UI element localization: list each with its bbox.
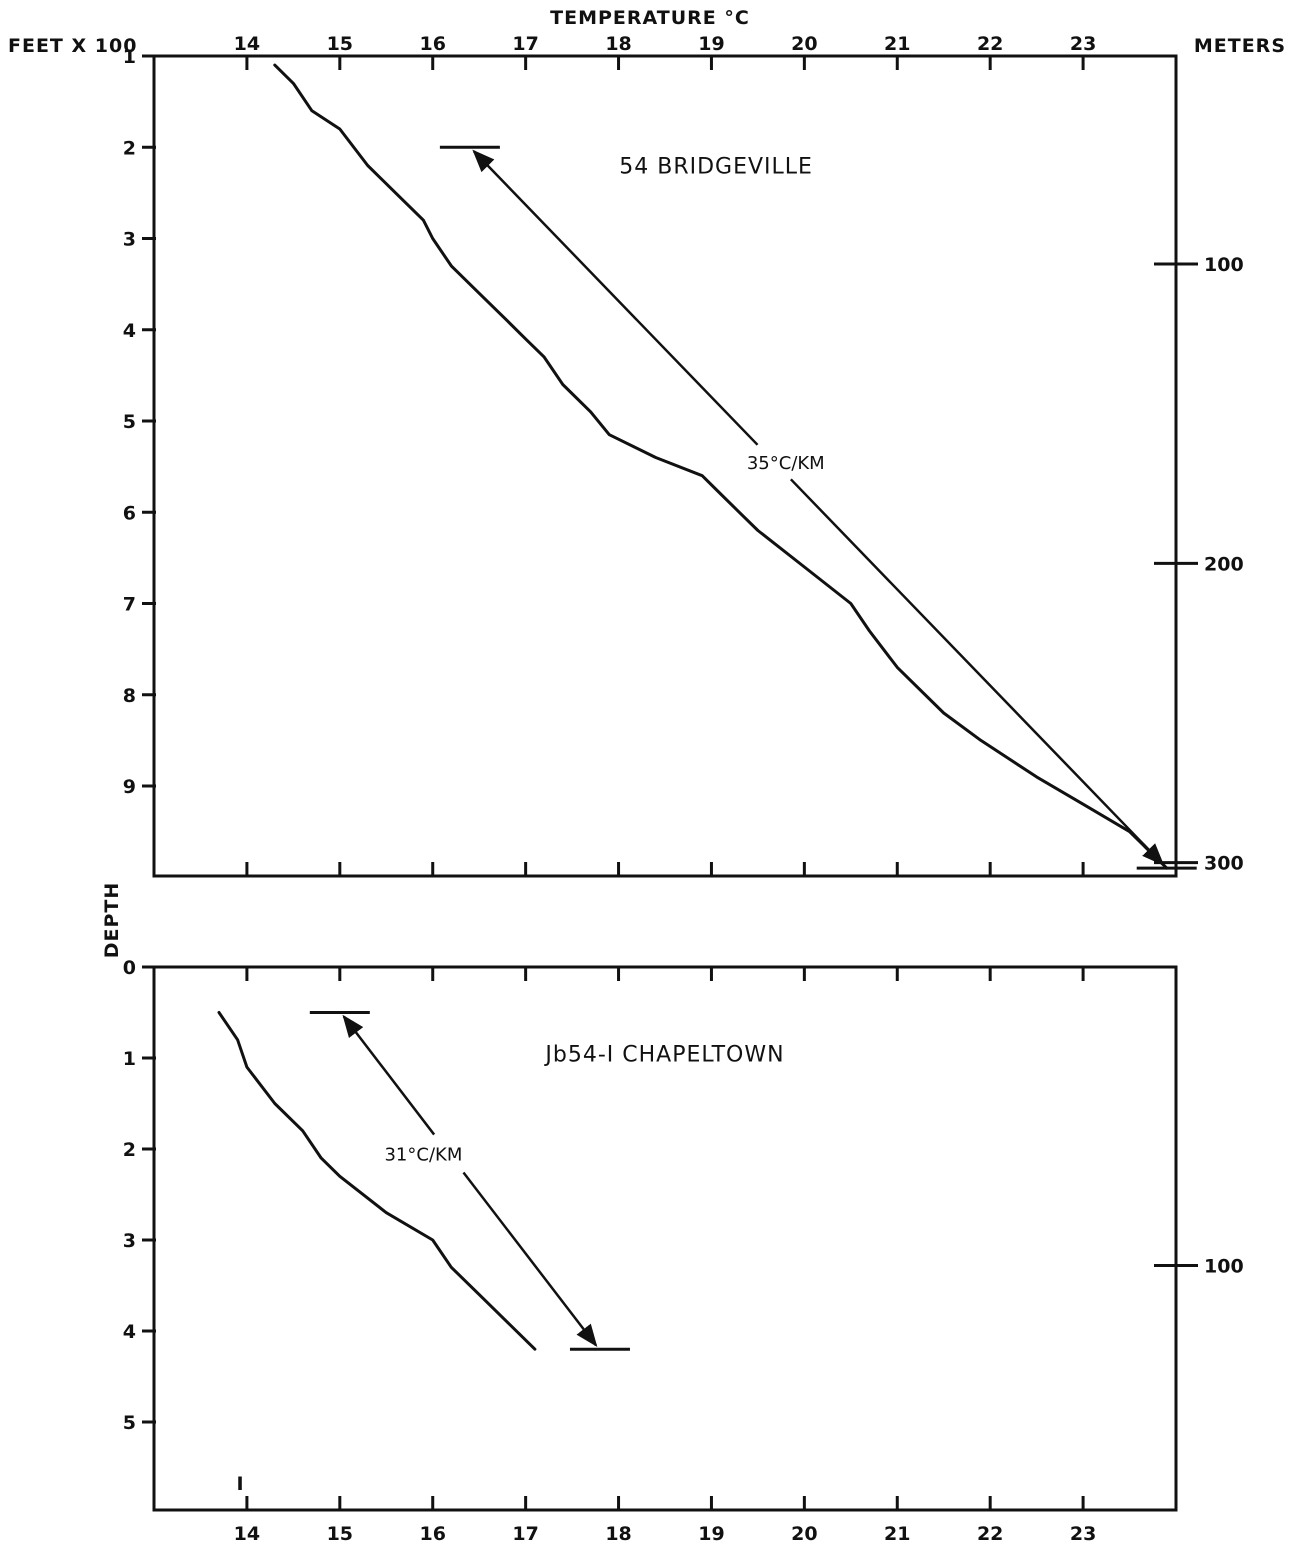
x-tick-label: 16: [420, 1523, 446, 1543]
meters-tick-label: 300: [1204, 853, 1244, 875]
y-tick-label: 4: [123, 320, 136, 342]
x-tick-label: 23: [1070, 1523, 1096, 1543]
y-tick-label: 7: [123, 594, 136, 616]
y-tick-label: 3: [123, 1230, 136, 1252]
plot-frame: [152, 54, 1178, 878]
x-tick-label: 19: [698, 33, 724, 55]
x-tick-label: 17: [512, 1523, 538, 1543]
x-tick-label: 18: [605, 1523, 631, 1543]
gradient-arrow-up: [342, 1014, 436, 1136]
x-tick-label: 15: [327, 1523, 353, 1543]
y-tick-label: 0: [123, 957, 136, 979]
x-tick-label: 19: [698, 1523, 724, 1543]
y-tick-label: 5: [123, 1412, 136, 1434]
y-tick-label: 2: [123, 137, 136, 159]
depth-label: DEPTH: [101, 882, 123, 959]
y-tick-label: 8: [123, 685, 136, 707]
gradient-label: 31°C/KM: [384, 1145, 462, 1166]
gradient-arrow-down: [789, 478, 1165, 866]
top-axis-title: TEMPERATURE °C: [550, 7, 750, 29]
meters-tick-label: 100: [1204, 1255, 1244, 1277]
y-tick-label: 6: [123, 502, 136, 524]
y-tick-label: 2: [123, 1139, 136, 1161]
x-tick-label: 18: [605, 33, 631, 55]
x-tick-label: 14: [234, 33, 260, 55]
well-title: Jb54-I CHAPELTOWN: [543, 1042, 784, 1067]
y-tick-label: 1: [123, 1048, 136, 1070]
meters-tick-label: 200: [1204, 553, 1244, 575]
x-tick-label: 17: [512, 33, 538, 55]
y-tick-label: 1: [123, 46, 136, 68]
y-tick-label: 4: [123, 1321, 136, 1343]
y-tick-label: 3: [123, 229, 136, 251]
x-tick-label: 14: [234, 1523, 260, 1543]
x-tick-label: 22: [977, 33, 1003, 55]
x-tick-label: 21: [884, 1523, 910, 1543]
bridgeville-panel: 14 15 16 17 18 19 20 21 22 2312345678910020030035…: [123, 33, 1244, 878]
x-tick-label: 23: [1070, 33, 1096, 55]
y-tick-label: 9: [123, 776, 136, 798]
temperature-profile-line: [217, 1011, 537, 1351]
meters-tick-label: 100: [1204, 254, 1244, 276]
chapeltown-panel: 14 15 16 17 18 19 20 21 22 2301234510031°C/KMJb54…: [123, 957, 1244, 1543]
temperature-profile-line: [273, 63, 1169, 870]
well-title: 54 BRIDGEVILLE: [619, 155, 813, 180]
stray-mark: I: [236, 1473, 243, 1495]
right-unit-label: METERS: [1194, 35, 1286, 57]
gradient-arrow-up: [472, 149, 759, 446]
left-unit-label: FEET X 100: [8, 35, 137, 57]
x-tick-label: 20: [791, 33, 817, 55]
x-tick-label: 20: [791, 1523, 817, 1543]
x-tick-label: 16: [420, 33, 446, 55]
x-tick-label: 22: [977, 1523, 1003, 1543]
gradient-label: 35°C/KM: [747, 453, 825, 474]
y-tick-label: 5: [123, 411, 136, 433]
x-tick-label: 21: [884, 33, 910, 55]
gradient-arrow-down: [462, 1171, 598, 1347]
x-tick-label: 15: [327, 33, 353, 55]
